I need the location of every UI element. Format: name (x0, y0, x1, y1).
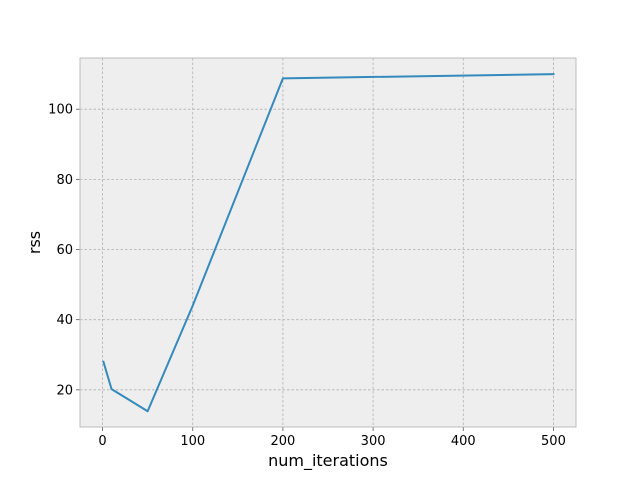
y-tick-label: 60 (56, 243, 73, 258)
x-tick-label: 100 (180, 434, 205, 449)
plot-frame (79, 57, 577, 428)
y-tick-label: 80 (56, 173, 73, 188)
x-tick-label: 300 (361, 434, 386, 449)
x-tick-label: 400 (451, 434, 476, 449)
series-line (102, 73, 555, 413)
series-group (102, 73, 555, 413)
y-tick-label: 20 (56, 383, 73, 398)
grid (80, 58, 576, 427)
x-tick-label: 200 (270, 434, 295, 449)
x-axis-label: num_iterations (268, 451, 388, 471)
plot-area (80, 58, 576, 427)
axis-ticks: 0 100 200 300 400 500 20 40 60 80 100 (48, 103, 566, 449)
y-axis-label: rss (25, 231, 44, 254)
x-tick-label: 0 (98, 434, 106, 449)
y-tick-label: 100 (48, 103, 73, 118)
y-tick-label: 40 (56, 313, 73, 328)
x-tick-label: 500 (541, 434, 566, 449)
